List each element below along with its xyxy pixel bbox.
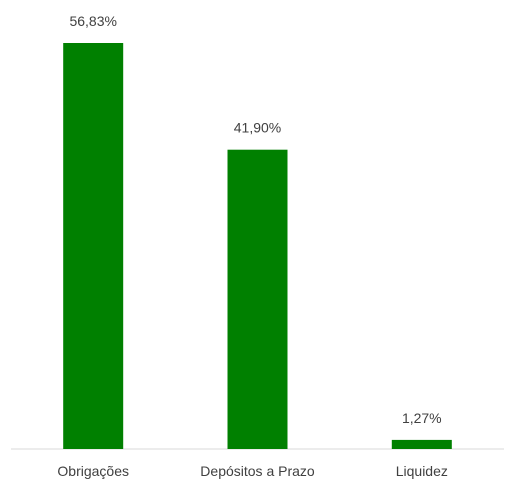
data-label: 56,83% [69,13,116,29]
data-label: 1,27% [402,410,442,426]
bar [63,43,124,449]
category-label: Depósitos a Prazo [200,463,315,479]
category-label: Obrigações [57,463,129,479]
bar [391,439,452,449]
bar [227,149,288,449]
category-label: Liquidez [396,463,448,479]
data-label: 41,90% [234,120,281,136]
